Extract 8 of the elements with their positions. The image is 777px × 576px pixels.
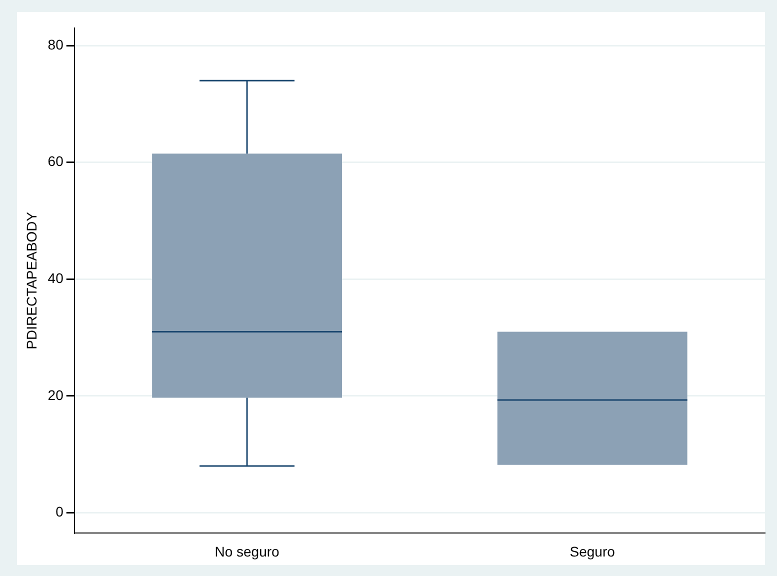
- y-axis-title: PDIRECTAPEABODY: [23, 211, 40, 350]
- y-tick-label: 0: [56, 504, 64, 520]
- x-tick-label: No seguro: [214, 543, 280, 560]
- y-tick-label: 40: [48, 270, 64, 286]
- y-tick-label: 60: [48, 153, 64, 170]
- y-tick-label: 80: [48, 36, 64, 52]
- y-tick-label: 20: [48, 386, 64, 403]
- x-tick-label: Seguro: [570, 543, 616, 560]
